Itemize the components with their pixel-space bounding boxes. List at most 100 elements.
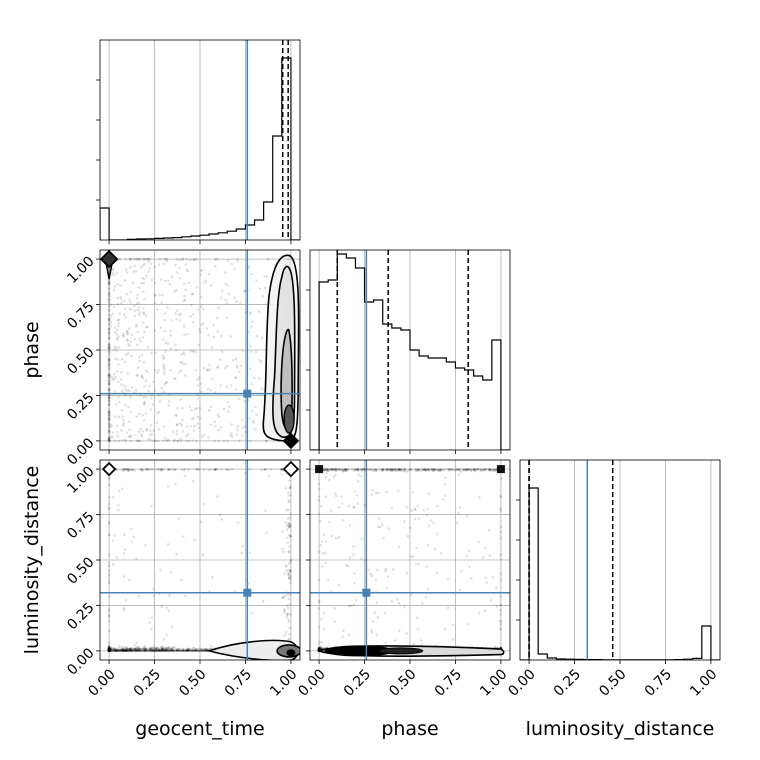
sample-point <box>151 645 155 649</box>
sample-point <box>139 266 143 269</box>
sample-point <box>180 578 183 582</box>
sample-point <box>161 647 164 651</box>
sample-point <box>187 281 191 285</box>
sample-point <box>123 548 127 551</box>
sample-point <box>288 525 292 528</box>
sample-point <box>416 627 420 631</box>
sample-point <box>420 643 424 646</box>
sample-point <box>209 284 213 287</box>
sample-point <box>107 342 111 346</box>
sample-point <box>116 282 119 286</box>
sample-point <box>148 648 152 651</box>
sample-point <box>107 364 111 368</box>
sample-point <box>435 571 439 574</box>
sample-point <box>186 432 190 436</box>
sample-point <box>115 430 119 434</box>
sample-point <box>170 319 173 322</box>
sample-point <box>107 420 111 424</box>
sample-point <box>219 468 223 471</box>
sample-point <box>157 648 161 651</box>
sample-point <box>499 595 503 598</box>
sample-point <box>141 290 145 293</box>
sample-point <box>123 468 126 472</box>
sample-point <box>158 293 161 297</box>
y-tick-label: 1.00 <box>64 463 97 496</box>
sample-point <box>107 336 111 339</box>
sample-point <box>107 281 111 284</box>
sample-point <box>229 384 233 387</box>
sample-point <box>403 467 406 471</box>
sample-point <box>174 348 178 352</box>
sample-point <box>398 468 401 472</box>
sample-point <box>352 468 356 471</box>
sample-point <box>209 468 212 471</box>
sample-point <box>487 528 491 532</box>
sample-point <box>109 435 113 438</box>
sample-point <box>167 485 170 488</box>
sample-point <box>143 648 146 651</box>
sample-point <box>288 486 292 490</box>
sample-point <box>194 368 197 372</box>
sample-point <box>234 357 238 360</box>
sample-point <box>125 648 128 651</box>
sample-point <box>179 398 182 401</box>
sample-point <box>192 349 196 353</box>
sample-point <box>107 377 111 380</box>
sample-point <box>107 647 111 651</box>
sample-point <box>107 417 111 421</box>
sample-point <box>173 377 176 380</box>
sample-point <box>227 468 231 472</box>
sample-point <box>114 648 118 651</box>
sample-point <box>141 429 145 433</box>
sample-point <box>127 327 131 330</box>
sample-point <box>183 474 187 478</box>
sample-point <box>140 468 144 472</box>
sample-point <box>114 326 117 330</box>
sample-point <box>114 347 118 350</box>
sample-point <box>433 547 437 551</box>
sample-point <box>135 257 138 261</box>
sample-point <box>117 346 120 349</box>
sample-point <box>163 257 167 261</box>
sample-point <box>107 395 111 399</box>
sample-point <box>107 395 111 399</box>
sample-point <box>177 647 180 651</box>
sample-point <box>371 468 375 472</box>
sample-point <box>107 313 111 317</box>
sample-point <box>344 469 348 472</box>
sample-point <box>107 317 111 320</box>
sample-point <box>188 405 192 408</box>
sample-point <box>126 467 129 471</box>
sample-point <box>216 365 220 369</box>
sample-point <box>289 534 293 538</box>
sample-point <box>161 647 165 651</box>
sample-point <box>199 330 202 334</box>
sample-point <box>135 302 139 305</box>
sample-point <box>430 468 433 471</box>
sample-point <box>125 468 129 472</box>
sample-point <box>182 647 185 651</box>
sample-point <box>107 399 111 402</box>
sample-point <box>330 467 333 471</box>
sample-point <box>126 467 130 471</box>
sample-point <box>208 363 211 367</box>
sample-point <box>107 507 111 511</box>
sample-point <box>167 468 170 472</box>
sample-point <box>248 551 252 554</box>
sample-point <box>169 329 172 333</box>
sample-point <box>334 469 338 472</box>
sample-point <box>123 394 127 397</box>
sample-point <box>140 375 144 378</box>
sample-point <box>107 647 111 651</box>
sample-point <box>484 576 488 580</box>
sample-point <box>288 523 292 526</box>
sample-point <box>190 408 193 412</box>
sample-point <box>107 402 111 406</box>
sample-point <box>224 298 227 302</box>
sample-point <box>318 646 321 650</box>
x-tick-label: 0.00 <box>505 666 538 699</box>
sample-point <box>464 468 468 471</box>
sample-point <box>185 257 189 261</box>
sample-point <box>398 468 402 472</box>
sample-point <box>107 506 111 510</box>
